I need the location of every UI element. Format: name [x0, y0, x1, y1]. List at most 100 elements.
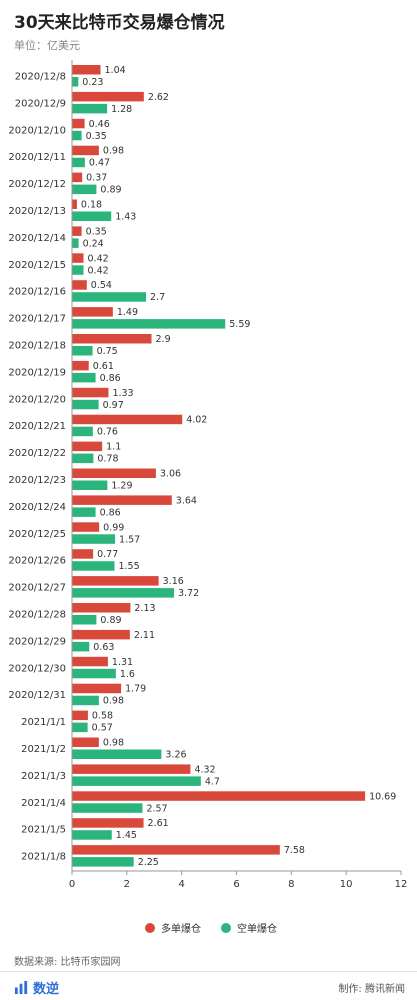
bar — [72, 656, 108, 667]
data-label: 1.28 — [111, 104, 132, 115]
bar — [72, 387, 109, 398]
bar — [72, 534, 116, 544]
category-label: 2021/1/1 — [21, 717, 66, 728]
bar — [72, 845, 280, 855]
bar — [72, 226, 82, 236]
data-label: 1.57 — [119, 534, 140, 545]
bar — [72, 399, 99, 410]
chart-subtitle: 单位：亿美元 — [14, 39, 80, 52]
bar — [72, 641, 90, 652]
category-label: 2020/12/30 — [8, 663, 66, 674]
bar — [72, 576, 159, 586]
bar-chart-icon — [14, 980, 28, 995]
bar — [72, 103, 108, 114]
bar — [72, 414, 183, 425]
data-label: 0.98 — [103, 696, 124, 707]
category-label: 2021/1/5 — [21, 825, 66, 836]
brand-name: 数逆 — [33, 982, 60, 997]
bar — [72, 803, 143, 813]
category-label: 2020/12/26 — [8, 556, 66, 567]
bar — [72, 615, 97, 625]
category-label: 2020/12/31 — [8, 690, 66, 701]
bar — [72, 603, 131, 613]
bar — [72, 722, 88, 733]
data-label: 1.6 — [120, 669, 135, 680]
bar — [72, 818, 144, 828]
data-label: 0.37 — [86, 173, 107, 184]
bar — [72, 857, 134, 867]
x-tick-label: 4 — [178, 879, 184, 890]
bar — [72, 480, 108, 490]
data-label: 0.35 — [86, 226, 107, 237]
data-label: 0.23 — [82, 77, 103, 88]
data-label: 1.31 — [112, 657, 133, 668]
bar — [72, 172, 83, 183]
data-source: 数据来源: 比特币家园网 — [14, 957, 121, 968]
category-label: 2020/12/12 — [8, 179, 66, 190]
data-label: 0.77 — [97, 549, 118, 560]
bar — [72, 118, 85, 129]
category-label: 2020/12/20 — [8, 394, 66, 405]
category-label: 2020/12/10 — [8, 125, 66, 136]
bar — [72, 791, 366, 801]
category-label: 2021/1/2 — [21, 744, 66, 755]
data-label: 2.61 — [148, 818, 169, 829]
data-label: 0.89 — [100, 185, 121, 196]
bar — [72, 65, 101, 75]
category-label: 2020/12/21 — [8, 421, 66, 432]
bar — [72, 426, 93, 437]
data-label: 1.43 — [115, 212, 136, 223]
data-label: 0.78 — [97, 454, 118, 465]
category-label: 2021/1/4 — [21, 798, 66, 809]
bar — [72, 441, 103, 452]
bar — [72, 307, 113, 317]
data-label: 2.7 — [150, 292, 165, 303]
category-label: 2020/12/25 — [8, 529, 66, 540]
category-label: 2020/12/23 — [8, 475, 66, 486]
category-label: 2020/12/16 — [8, 287, 66, 298]
data-label: 7.58 — [284, 845, 305, 856]
data-label: 0.24 — [83, 238, 104, 249]
brand-logo: 数逆 — [14, 978, 59, 997]
bar — [72, 495, 172, 505]
data-label: 0.99 — [103, 522, 124, 533]
bar — [72, 238, 79, 248]
data-label: 4.02 — [186, 415, 207, 426]
bar — [72, 360, 89, 371]
data-label: 0.75 — [97, 346, 118, 357]
bar — [72, 764, 191, 774]
data-label: 10.69 — [369, 791, 396, 802]
category-label: 2020/12/13 — [8, 206, 66, 217]
bar — [72, 737, 99, 747]
bar — [72, 77, 79, 87]
data-label: 1.29 — [111, 481, 132, 492]
data-label: 2.9 — [156, 334, 171, 345]
bar — [72, 695, 99, 706]
bar — [72, 211, 112, 221]
legend-label: 空单爆仓 — [237, 922, 277, 935]
category-label: 2020/12/18 — [8, 340, 66, 351]
bar — [72, 683, 122, 694]
data-label: 2.57 — [146, 803, 167, 814]
data-label: 0.42 — [88, 265, 109, 276]
data-label: 2.11 — [134, 630, 155, 641]
bar — [72, 91, 144, 102]
data-label: 0.35 — [86, 131, 107, 142]
data-label: 0.97 — [103, 400, 124, 411]
legend-swatch — [221, 923, 231, 933]
category-label: 2020/12/8 — [15, 71, 66, 82]
x-tick-label: 6 — [233, 879, 239, 890]
data-label: 2.62 — [148, 92, 169, 103]
data-label: 4.32 — [194, 764, 215, 775]
bar — [72, 157, 85, 168]
data-label: 0.46 — [89, 119, 110, 130]
data-label: 1.04 — [105, 65, 126, 76]
bar — [72, 265, 84, 275]
chart-title: 30天来比特币交易爆仓情况 — [14, 13, 225, 33]
data-label: 3.16 — [163, 576, 184, 587]
category-label: 2021/1/8 — [21, 852, 66, 863]
bar — [72, 292, 147, 302]
data-label: 5.59 — [229, 319, 250, 330]
bar — [72, 372, 96, 383]
bar — [72, 561, 115, 571]
